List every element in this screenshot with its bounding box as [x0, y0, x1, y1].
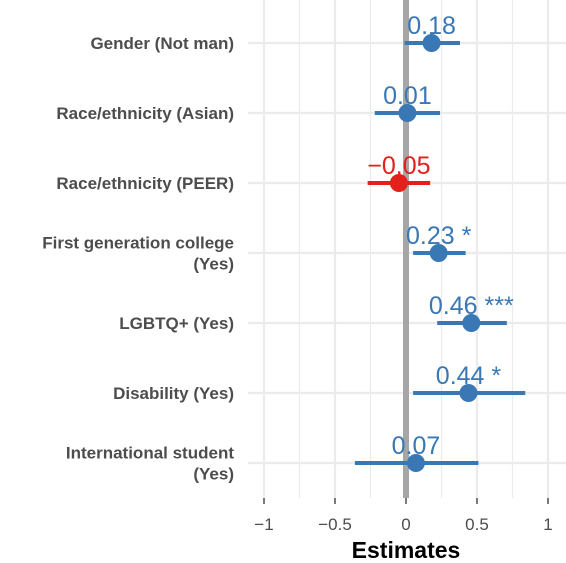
row-label: (Yes): [193, 255, 234, 274]
estimate-point: [422, 34, 441, 52]
x-tick-label: 0.5: [465, 515, 489, 534]
row-label: Disability (Yes): [113, 384, 234, 403]
row-label: Race/ethnicity (PEER): [56, 174, 234, 193]
estimate-point: [406, 454, 425, 472]
estimate-point: [389, 174, 408, 192]
row-label: First generation college: [42, 234, 234, 253]
x-axis-ticks: −1 −0.5 0 0.5 1: [254, 498, 553, 534]
estimate-label: 0.23 *: [406, 222, 472, 250]
x-tick-label: −1: [254, 515, 273, 534]
estimate-label: 0.44 *: [436, 362, 502, 390]
estimate-label: 0.01: [383, 82, 432, 110]
estimate-point: [429, 244, 448, 262]
estimate-point: [459, 384, 478, 402]
estimate-label: 0.18: [407, 12, 456, 40]
row-label: Gender (Not man): [90, 34, 234, 53]
plot-rows: 0.18 0.01 −0.05 0.23 * 0.46 *** 0.44 * 0.07: [354, 12, 526, 472]
estimate-point: [398, 104, 417, 122]
row-label: International student: [66, 444, 234, 463]
x-axis-title: Estimates: [352, 537, 461, 563]
x-tick-label: −0.5: [318, 515, 352, 534]
estimate-point: [462, 314, 481, 332]
x-tick-label: 0: [401, 515, 410, 534]
x-tick-label: 1: [543, 515, 552, 534]
row-label: (Yes): [193, 465, 234, 484]
estimate-label: 0.07: [392, 432, 441, 460]
row-label: LGBTQ+ (Yes): [119, 314, 234, 333]
estimate-label: 0.46 ***: [429, 292, 514, 320]
row-label: Race/ethnicity (Asian): [56, 104, 234, 123]
y-axis-labels: Gender (Not man) Race/ethnicity (Asian) Ra…: [42, 34, 234, 484]
estimate-label: −0.05: [367, 152, 430, 180]
